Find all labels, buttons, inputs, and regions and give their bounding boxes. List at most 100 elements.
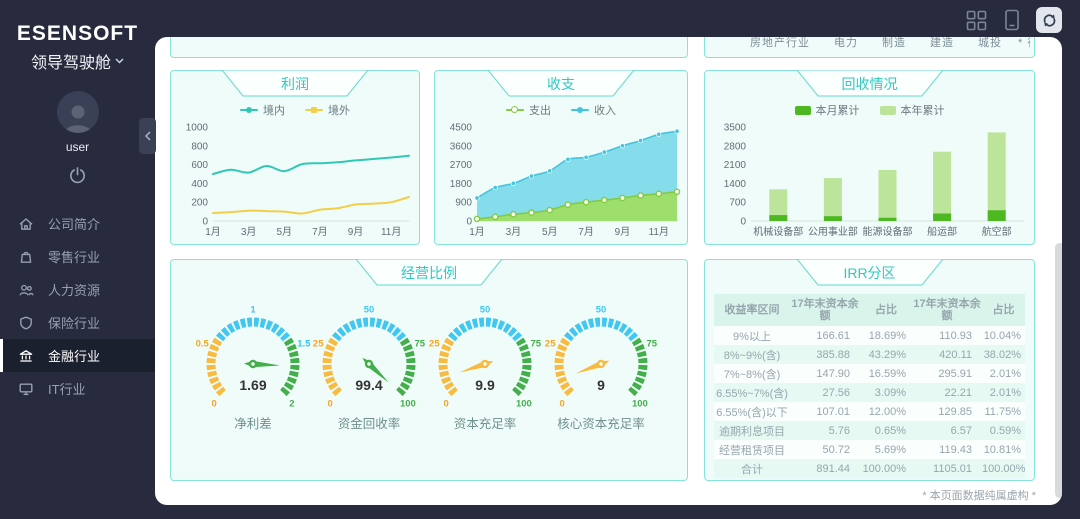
panel-title-balance: 收支 — [486, 69, 636, 97]
sidebar-item-6[interactable]: IT行业 — [0, 372, 155, 405]
irr-table-cell: 43.29% — [868, 348, 906, 361]
svg-text:800: 800 — [191, 141, 208, 152]
apps-grid-icon[interactable] — [964, 8, 988, 32]
irr-table-cell: 385.88 — [816, 348, 850, 361]
svg-text:5月: 5月 — [542, 226, 558, 238]
irr-table-row: 6.55%(含)以下 107.01 12.00% 129.85 11.75% — [714, 402, 1025, 421]
svg-text:25: 25 — [313, 339, 324, 350]
panel-irr: IRR分区 收益率区间 17年末资本余额 占比 17年末资本余额 占比 9%以上 166.6… — [704, 258, 1035, 481]
panel-title-ratios: 经营比例 — [354, 258, 504, 286]
irr-table-cell: 22.21 — [944, 386, 972, 399]
sidebar-item-2[interactable]: 零售行业 — [0, 240, 155, 273]
svg-text:4500: 4500 — [450, 123, 473, 134]
irr-table-cell: 420.11 — [939, 348, 972, 361]
logo: ESENSOFT 领导驾驶舱 — [0, 22, 155, 73]
panel-title-profit: 利润 — [220, 69, 370, 97]
power-button[interactable] — [0, 166, 155, 185]
irr-table-cell: 8%~9%(含) — [723, 349, 781, 362]
irr-table-row: 9%以上 166.61 18.69% 110.93 10.04% — [714, 326, 1025, 345]
irr-table-cell: 6.55%~7%(含) — [716, 387, 788, 400]
irr-table-cell: 10.04% — [983, 329, 1021, 342]
irr-col-header: 收益率区间 — [724, 304, 780, 316]
irr-table-cell: 5.69% — [874, 443, 906, 456]
chevron-down-icon[interactable] — [115, 58, 124, 64]
legend-label: 境内 — [263, 105, 285, 117]
sidebar: ESENSOFT 领导驾驶舱 user 公司简介 零售行业 人力资源 保险行业 金融行业… — [0, 0, 155, 519]
sidebar-item-5[interactable]: 金融行业 — [0, 339, 155, 372]
svg-text:1月: 1月 — [469, 226, 485, 238]
svg-text:75: 75 — [531, 339, 542, 350]
irr-table-cell: 100.00% — [862, 462, 906, 475]
irr-table-cell: 27.56 — [822, 386, 850, 399]
irr-table-row: 合计 891.44 100.00% 1105.01 100.00% — [714, 459, 1025, 478]
svg-text:2800: 2800 — [724, 141, 747, 152]
svg-text:0: 0 — [740, 217, 746, 228]
irr-table-cell: 110.93 — [939, 329, 972, 342]
legend-marker — [879, 105, 896, 115]
irr-table-cell: 1105.01 — [933, 462, 972, 475]
svg-text:9月: 9月 — [348, 226, 364, 238]
svg-text:11月: 11月 — [381, 226, 401, 238]
legend-item[interactable]: 本月累计 — [794, 102, 860, 118]
irr-table-cell: 38.02% — [983, 348, 1021, 361]
irr-table-cell: 16.59% — [868, 367, 906, 380]
refresh-icon[interactable] — [1036, 7, 1062, 33]
svg-text:100: 100 — [632, 398, 648, 409]
irr-table-header: 收益率区间 17年末资本余额 占比 17年末资本余额 占比 — [714, 294, 1025, 326]
legend-item[interactable]: 境外 — [305, 102, 350, 118]
sidebar-collapse-handle[interactable] — [139, 118, 156, 154]
svg-text:1.69: 1.69 — [239, 377, 266, 393]
panel-profit: 利润 境内 境外 0 200 400 600 800 1000 1月 3月 5月 7月 9月 11月 — [170, 69, 420, 245]
svg-text:9.9: 9.9 — [475, 377, 495, 393]
sidebar-item-label: IT行业 — [48, 382, 86, 397]
svg-text:2700: 2700 — [450, 160, 473, 171]
irr-col-header: 17年末资本余额 — [791, 298, 859, 322]
legend-item[interactable]: 本年累计 — [879, 102, 945, 118]
irr-table-cell: 891.44 — [816, 462, 850, 475]
panel-title-text: 利润 — [281, 76, 309, 92]
panel-recovery: 回收情况 本月累计 本年累计 0 700 1400 2100 2800 3500 机械设备部公… — [704, 69, 1035, 245]
balance-area-chart: 0 900 1800 2700 3600 4500 1月 3月 5月 7月 9月 11月 — [450, 123, 681, 238]
legend-item[interactable]: 支出 — [506, 102, 551, 118]
svg-text:75: 75 — [647, 339, 658, 350]
panel-title-text: IRR分区 — [843, 265, 896, 281]
legend-item[interactable]: 境内 — [240, 102, 285, 118]
irr-table-cell: 经营租赁项目 — [719, 444, 785, 457]
vertical-scrollbar[interactable] — [1055, 243, 1062, 498]
sidebar-item-3[interactable]: 人力资源 — [0, 273, 155, 306]
svg-text:核心资本充足率: 核心资本充足率 — [557, 416, 645, 431]
svg-text:50: 50 — [364, 305, 375, 316]
panel-title-text: 回收情况 — [841, 76, 898, 92]
legend-label: 本月累计 — [815, 105, 860, 117]
irr-table-cell: 合计 — [741, 463, 763, 476]
svg-text:1000: 1000 — [186, 123, 209, 134]
svg-text:600: 600 — [191, 160, 208, 171]
svg-text:2100: 2100 — [724, 160, 747, 171]
svg-text:0.5: 0.5 — [196, 339, 210, 350]
irr-table-cell: 0.59% — [989, 424, 1021, 437]
legend-marker — [305, 106, 323, 114]
svg-text:资本充足率: 资本充足率 — [454, 416, 517, 431]
svg-text:能源设备部: 能源设备部 — [863, 225, 913, 238]
svg-text:100: 100 — [400, 398, 416, 409]
profit-line-chart: 0 200 400 600 800 1000 1月 3月 5月 7月 9月 11月 — [186, 123, 410, 238]
svg-text:7月: 7月 — [578, 226, 594, 238]
svg-text:400: 400 — [191, 179, 208, 190]
logo-text: ESENSOFT — [16, 22, 139, 45]
clipped-panel-left — [170, 37, 688, 58]
svg-text:0: 0 — [202, 217, 208, 228]
sidebar-item-4[interactable]: 保险行业 — [0, 306, 155, 339]
home-icon — [18, 216, 34, 232]
sidebar-item-label: 零售行业 — [48, 250, 101, 265]
sidebar-item-1[interactable]: 公司简介 — [0, 207, 155, 240]
svg-text:3月: 3月 — [241, 226, 257, 238]
legend-item[interactable]: 收入 — [571, 102, 616, 118]
recovery-bar-chart: 0 700 1400 2100 2800 3500 机械设备部 公用事业部 能源设备部 船运部 航空… — [724, 123, 1024, 238]
svg-text:公用事业部: 公用事业部 — [808, 225, 858, 238]
svg-text:11月: 11月 — [649, 226, 669, 238]
irr-table-cell: 6.57 — [950, 424, 972, 437]
svg-text:0: 0 — [211, 398, 216, 409]
device-icon[interactable] — [1000, 8, 1024, 32]
sidebar-item-label: 金融行业 — [48, 349, 101, 364]
panel-title-text: 经营比例 — [401, 265, 457, 281]
